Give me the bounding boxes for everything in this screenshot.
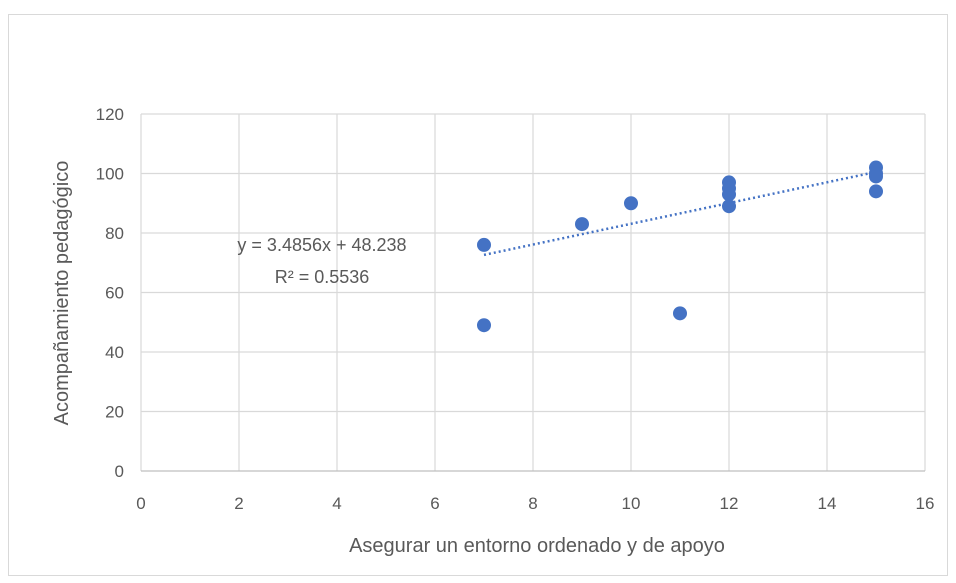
x-tick-label: 4 [332, 494, 341, 513]
x-tick-label: 12 [720, 494, 739, 513]
y-tick-label: 100 [96, 165, 124, 184]
r-squared-label: R² = 0.5536 [275, 267, 370, 287]
x-tick-label: 14 [818, 494, 837, 513]
y-tick-label: 120 [96, 105, 124, 124]
y-tick-label: 80 [105, 224, 124, 243]
data-point [722, 199, 736, 214]
x-tick-label: 0 [136, 494, 145, 513]
data-point [869, 184, 883, 199]
data-point [673, 306, 687, 321]
data-point [477, 318, 491, 333]
data-point [722, 187, 736, 202]
y-axis-title: Acompañamiento pedagógico [51, 161, 73, 426]
y-tick-labels: 0 20 40 60 80 100 120 [96, 105, 124, 481]
grid [140, 113, 926, 472]
y-tick-label: 60 [105, 284, 124, 303]
x-tick-label: 6 [430, 494, 439, 513]
data-point [477, 237, 491, 252]
x-tick-label: 8 [528, 494, 537, 513]
y-tick-label: 20 [105, 403, 124, 422]
data-point [624, 196, 638, 211]
x-tick-labels: 0 2 4 6 8 10 12 14 16 [136, 494, 934, 513]
trendline-equation: y = 3.4856x + 48.238 [237, 235, 406, 255]
y-tick-label: 40 [105, 343, 124, 362]
x-tick-label: 16 [916, 494, 935, 513]
y-tick-label: 0 [115, 462, 124, 481]
trendline [483, 170, 877, 257]
x-tick-label: 10 [622, 494, 641, 513]
chart-frame [8, 14, 948, 576]
x-tick-label: 2 [234, 494, 243, 513]
data-point [869, 169, 883, 184]
data-points [477, 160, 883, 333]
x-axis-title: Asegurar un entorno ordenado y de apoyo [349, 535, 725, 557]
data-point [575, 217, 589, 232]
